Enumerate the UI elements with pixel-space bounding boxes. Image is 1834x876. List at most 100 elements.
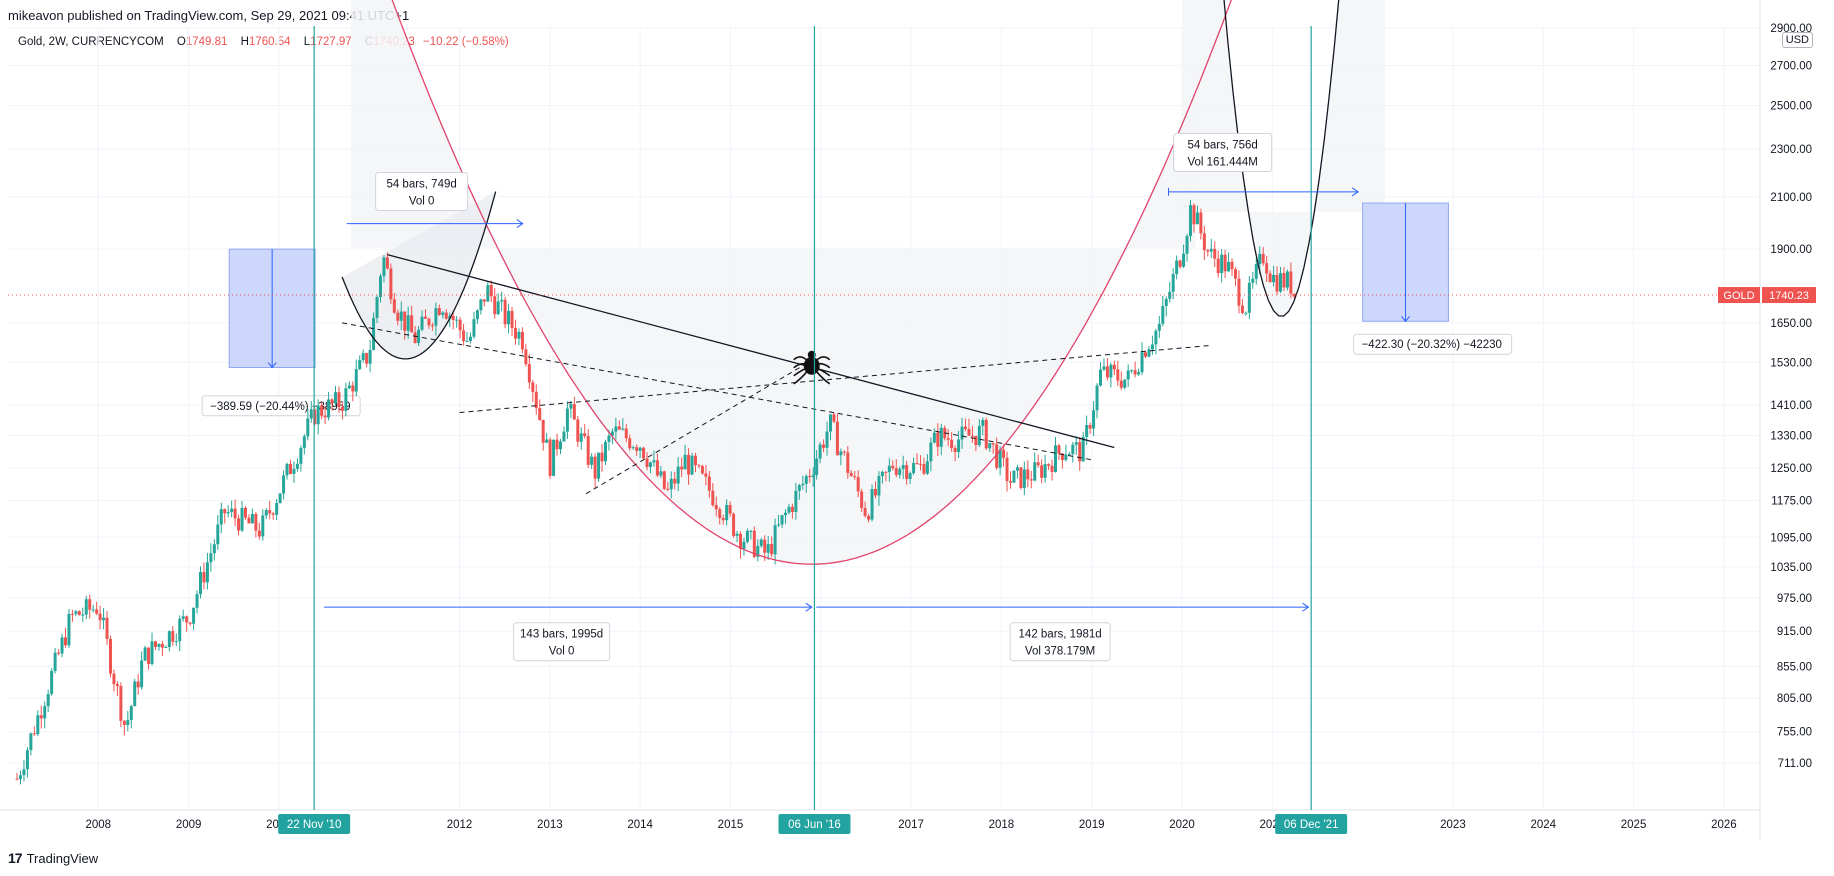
candle-body [1147,349,1151,357]
candle-body [403,311,407,331]
candle-body [846,452,850,473]
candle-body [1247,282,1251,313]
candle-body [1047,464,1051,466]
candle-body [247,517,251,524]
x-tick-label: 2008 [86,819,112,831]
candle-body [50,671,54,695]
candle-body [167,631,171,648]
candle-body [742,541,746,549]
candle-body [808,476,812,478]
symbol-name[interactable]: Gold, 2W, CURRENCYCOM [18,36,164,48]
candle-body [1199,212,1203,234]
candle-body [783,512,787,516]
candle-body [932,432,936,443]
x-tick-label: 2009 [176,819,202,831]
cup-span-left-label-2: Vol 0 [549,646,575,658]
candle-body [1064,454,1068,460]
candle-body [1206,250,1210,252]
candle-body [655,460,659,476]
handle-right-label-bg [1173,133,1273,173]
candle-body [496,301,500,315]
candle-body [323,415,327,418]
candle-body [223,509,227,514]
y-tick-label: 1650.00 [1770,318,1812,330]
candle-body [1102,366,1106,370]
candle-body [1192,205,1196,225]
currency-button[interactable]: USD [1781,32,1813,48]
cup-span-right-label-2: Vol 378.179M [1025,646,1095,658]
candle-body [365,353,369,364]
handle-left-label-bg [375,171,469,211]
candle-body [590,456,594,465]
candle-body [603,441,607,462]
change-value: −10.22 (−0.58%) [423,36,509,48]
high-value: 1760.54 [248,36,291,48]
candle-body [271,513,275,515]
spider-body-icon [803,356,820,375]
candle-body [853,476,857,478]
candle-body [963,426,967,429]
candle-body [797,485,801,491]
candle-body [126,720,130,725]
candle-body [822,444,826,448]
candle-body [967,428,971,436]
candle-body [147,647,151,665]
candle-body [157,643,161,647]
candle-body [1002,449,1006,458]
candle-body [558,441,562,450]
candle-body [410,315,414,333]
y-tick-label: 1175.00 [1771,495,1812,507]
candle-body [1019,467,1023,488]
candle-body [423,316,427,319]
candle-body [835,421,839,456]
y-tick-label: 1330.00 [1770,431,1812,443]
candle-body [860,491,864,509]
candle-body [1268,273,1272,283]
candle-body [36,715,40,735]
candle-body [77,611,81,616]
candle-body [102,617,106,621]
x-tick-label: 2014 [627,819,653,831]
candle-body [572,404,576,420]
candle-body [863,508,867,517]
y-tick-label: 1900.00 [1770,244,1812,256]
candle-body [780,515,784,525]
x-tick-label: 2019 [1079,819,1105,831]
open-label: O [176,36,186,48]
candle-body [302,436,306,448]
candle-body [1098,369,1102,386]
candle-body [1043,464,1047,478]
open-value: 1749.81 [185,36,228,48]
candle-body [759,539,763,546]
candle-body [1213,248,1217,259]
candle-body [25,750,29,770]
candle-body [237,518,241,531]
handle-left-area [342,191,496,359]
candle-body [378,276,382,298]
candle-body [614,426,618,432]
candle-body [856,477,860,492]
candle-body [1202,233,1206,251]
candle-body [444,312,448,319]
cup-span-left-arrow-head [805,602,813,612]
candle-body [84,599,88,615]
y-tick-label: 1410.00 [1770,400,1812,412]
candle-body [375,297,379,319]
candle-body [766,544,770,553]
candle-body [735,533,739,536]
candle-body [974,435,978,446]
candle-body [340,407,344,411]
candle-body [347,385,351,389]
publisher-header: mikeavon published on TradingView.com, S… [8,8,410,23]
candle-body [1182,253,1186,267]
candle-body [95,609,99,614]
candle-body [1154,330,1158,345]
candle-body [538,408,542,420]
high-label: H [240,36,249,48]
candle-body [725,505,729,521]
candle-body [1285,271,1289,288]
candles [15,199,1296,785]
candle-body [597,452,601,479]
candle-body [458,319,462,331]
